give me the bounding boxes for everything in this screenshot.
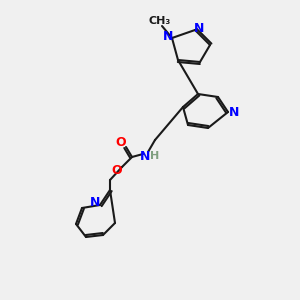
Text: N: N (140, 149, 150, 163)
Text: N: N (194, 22, 204, 35)
Text: N: N (229, 106, 239, 118)
Text: N: N (163, 31, 173, 44)
Text: O: O (112, 164, 122, 176)
Text: CH₃: CH₃ (149, 16, 171, 26)
Text: O: O (116, 136, 126, 149)
Text: N: N (90, 196, 100, 209)
Text: H: H (150, 151, 160, 161)
